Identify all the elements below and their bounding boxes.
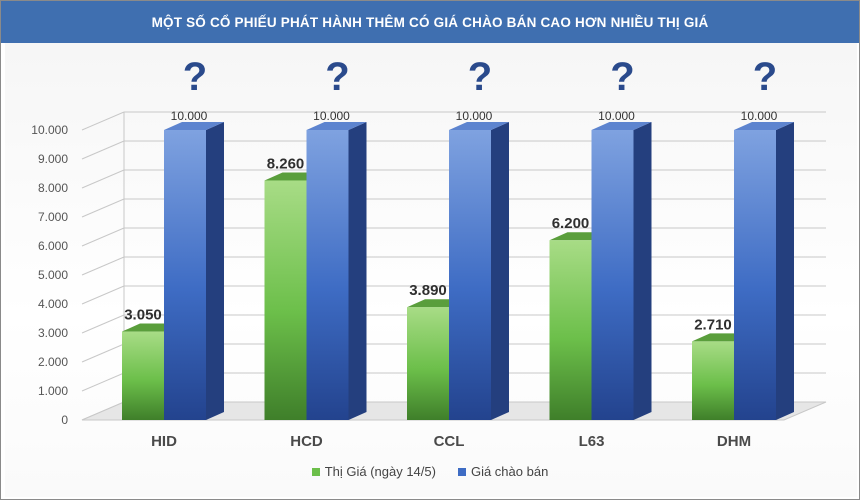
y-tick-label: 1.000 [38,384,68,398]
y-tick-label: 10.000 [31,123,68,137]
legend-swatch-green [311,467,320,476]
y-tick-label: 4.000 [38,297,68,311]
bar-side [776,122,794,420]
gridline-depth [81,372,125,392]
x-category-label: HCD [290,433,323,450]
y-tick-label: 3.000 [38,326,68,340]
legend-item-market-price: Thị Giá (ngày 14/5) [311,464,436,479]
bar-side [491,122,509,420]
plot-panel [5,43,857,497]
gridline-depth [81,140,125,160]
question-mark-annotation: ? [468,55,492,99]
data-label: 10.000 [456,109,493,123]
y-tick-label: 9.000 [38,152,68,166]
question-mark-annotation: ? [325,55,349,99]
x-category-label: DHM [717,433,751,450]
legend-swatch-blue [457,467,466,476]
x-category-label: CCL [434,433,465,450]
bar-offer-price [306,130,349,420]
bar-side [348,122,367,420]
bar-offer-price [591,130,634,420]
y-tick-label: 7.000 [38,210,68,224]
data-label: 10.000 [741,109,778,123]
bar-offer-price [164,130,206,420]
bar-market-price [549,240,592,420]
y-tick-label: 6.000 [38,239,68,253]
bar-offer-price [449,130,491,420]
bar-side [633,122,652,420]
gridline-depth [81,198,125,218]
data-label: 10.000 [598,109,635,123]
question-mark-annotation: ? [183,55,207,99]
legend-item-offer-price: Giá chào bán [457,464,549,479]
data-label: 10.000 [171,109,208,123]
bar-top [306,122,367,130]
y-tick-label: 0 [61,413,68,427]
question-mark-annotation: ? [610,55,634,99]
y-tick-label: 8.000 [38,181,68,195]
chart-title: MỘT SỐ CỔ PHIẾU PHÁT HÀNH THÊM CÓ GIÁ CH… [151,14,709,30]
gridline-depth [81,343,125,363]
gridline-depth [81,256,125,276]
data-label: 2.710 [694,316,732,333]
legend: Thị Giá (ngày 14/5) Giá chào bán [0,464,860,479]
bar-side [206,122,224,420]
gridline-depth [81,169,125,189]
legend-label-market-price: Thị Giá (ngày 14/5) [324,464,436,479]
bar-market-price [692,341,734,420]
y-tick-label: 2.000 [38,355,68,369]
bar-market-price [264,180,307,420]
data-label: 6.200 [552,215,590,232]
gridline-depth [81,314,125,334]
data-label: 3.890 [409,282,447,299]
bar-market-price [407,307,449,420]
x-category-label: HID [151,433,177,450]
question-mark-annotation: ? [753,55,777,99]
legend-label-offer-price: Giá chào bán [470,464,549,479]
bar-top [164,122,224,130]
bar-top [449,122,509,130]
bar-market-price [122,331,164,420]
y-tick-label: 5.000 [38,268,68,282]
data-label: 8.260 [267,155,305,172]
gridline-depth [81,227,125,247]
gridline-depth [81,285,125,305]
title-bar: MỘT SỐ CỔ PHIẾU PHÁT HÀNH THÊM CÓ GIÁ CH… [1,1,859,43]
data-label: 10.000 [313,109,350,123]
data-label: 3.050 [124,307,162,324]
gridline-depth [81,111,125,131]
bar-top [734,122,794,130]
bar-offer-price [734,130,776,420]
x-category-label: L63 [579,433,605,450]
bar-top [591,122,652,130]
